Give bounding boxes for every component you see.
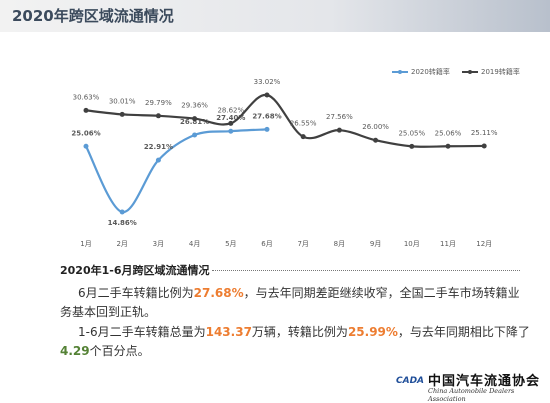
data-label: 27.40% <box>216 114 245 122</box>
data-label: 29.79% <box>145 99 172 107</box>
logo-english: China Automobile Dealers Association <box>428 387 515 403</box>
banner <box>0 0 550 32</box>
text-run: 万辆，转籍比例为 <box>251 325 348 339</box>
legend-label: 2020转籍率 <box>411 67 450 76</box>
point <box>336 127 342 133</box>
text-run: 个百分点。 <box>89 344 150 358</box>
slide-title: 2020年跨区域流通情况 <box>12 7 174 25</box>
data-label: 25.11% <box>471 129 498 137</box>
point <box>264 126 270 132</box>
point <box>119 209 125 215</box>
point <box>264 92 270 98</box>
x-tick-label: 7月 <box>297 240 308 248</box>
point <box>228 128 234 134</box>
x-tick-label: 5月 <box>225 240 236 248</box>
logo: CADA 中国汽车流通协会 China Automobile Dealers A… <box>396 370 546 403</box>
point <box>481 143 487 149</box>
data-label: 26.55% <box>290 120 317 128</box>
divider <box>212 270 520 271</box>
series-line <box>85 93 485 148</box>
point <box>155 113 161 119</box>
x-tick-label: 9月 <box>370 240 381 248</box>
point <box>119 111 125 117</box>
x-tick-label: 3月 <box>153 240 164 248</box>
point <box>83 107 89 113</box>
data-label: 26.81% <box>180 118 209 126</box>
legend-label: 2019转籍率 <box>481 67 520 76</box>
highlight: 4.29 <box>60 344 90 358</box>
logo-abbr: CADA <box>396 376 425 386</box>
text-run: ，与去年同期差距继续收窄，全国二手车市场转籍业务基本回到正轨。 <box>60 286 520 319</box>
text-run: 6月二手车转籍比例为 <box>78 286 194 300</box>
data-label: 33.02% <box>254 78 281 86</box>
section-body: 6月二手车转籍比例为27.68%，与去年同期差距继续收窄，全国二手车市场转籍业务… <box>60 284 530 362</box>
highlight: 25.99% <box>347 325 398 339</box>
point <box>409 143 415 149</box>
paragraph: 1-6月二手车转籍总量为143.37万辆，转籍比例为25.99%，与去年同期相比… <box>60 323 530 361</box>
data-label: 30.01% <box>109 97 136 105</box>
data-label: 25.06% <box>71 129 100 137</box>
chart: 1月 2月 3月 4月 5月 6月 7月 8月 9月 10月 11月 12月 25.06% 14.86% 2… <box>71 67 520 248</box>
data-label: 25.06% <box>435 129 462 137</box>
legend-marker <box>398 70 402 74</box>
text-run: 1-6月二手车转籍总量为 <box>78 325 206 339</box>
data-label: 26.00% <box>362 123 389 131</box>
data-label: 29.36% <box>181 102 208 110</box>
data-label: 22.91% <box>144 143 173 151</box>
paragraph: 6月二手车转籍比例为27.68%，与去年同期差距继续收窄，全国二手车市场转籍业务… <box>60 284 530 322</box>
data-label: 25.05% <box>398 129 425 137</box>
point <box>300 134 306 140</box>
data-label: 14.86% <box>108 219 137 227</box>
x-tick-label: 2月 <box>116 240 127 248</box>
data-label: 30.63% <box>73 93 100 101</box>
point <box>373 137 379 143</box>
x-tick-label: 8月 <box>334 240 345 248</box>
section-title: 2020年1-6月跨区域流通情况 <box>60 264 210 277</box>
highlight: 143.37 <box>205 325 252 339</box>
series-line <box>85 128 268 214</box>
data-label: 28.62% <box>217 106 244 114</box>
point <box>192 116 198 122</box>
point <box>445 143 451 149</box>
highlight: 27.68% <box>193 286 244 300</box>
data-label: 27.68% <box>252 112 281 120</box>
x-tick-label: 11月 <box>440 240 456 248</box>
point <box>155 157 161 163</box>
x-tick-label: 12月 <box>476 240 492 248</box>
x-tick-label: 10月 <box>404 240 420 248</box>
text-run: ，与去年同期相比下降了 <box>397 325 530 339</box>
point <box>192 132 198 138</box>
x-tick-label: 4月 <box>189 240 200 248</box>
point <box>228 120 234 126</box>
legend-marker <box>468 70 472 74</box>
point <box>83 143 89 149</box>
x-tick-label: 1月 <box>80 240 91 248</box>
logo-name: 中国汽车流通协会 <box>428 374 541 389</box>
x-tick-label: 6月 <box>261 240 272 248</box>
data-label: 27.56% <box>326 113 353 121</box>
